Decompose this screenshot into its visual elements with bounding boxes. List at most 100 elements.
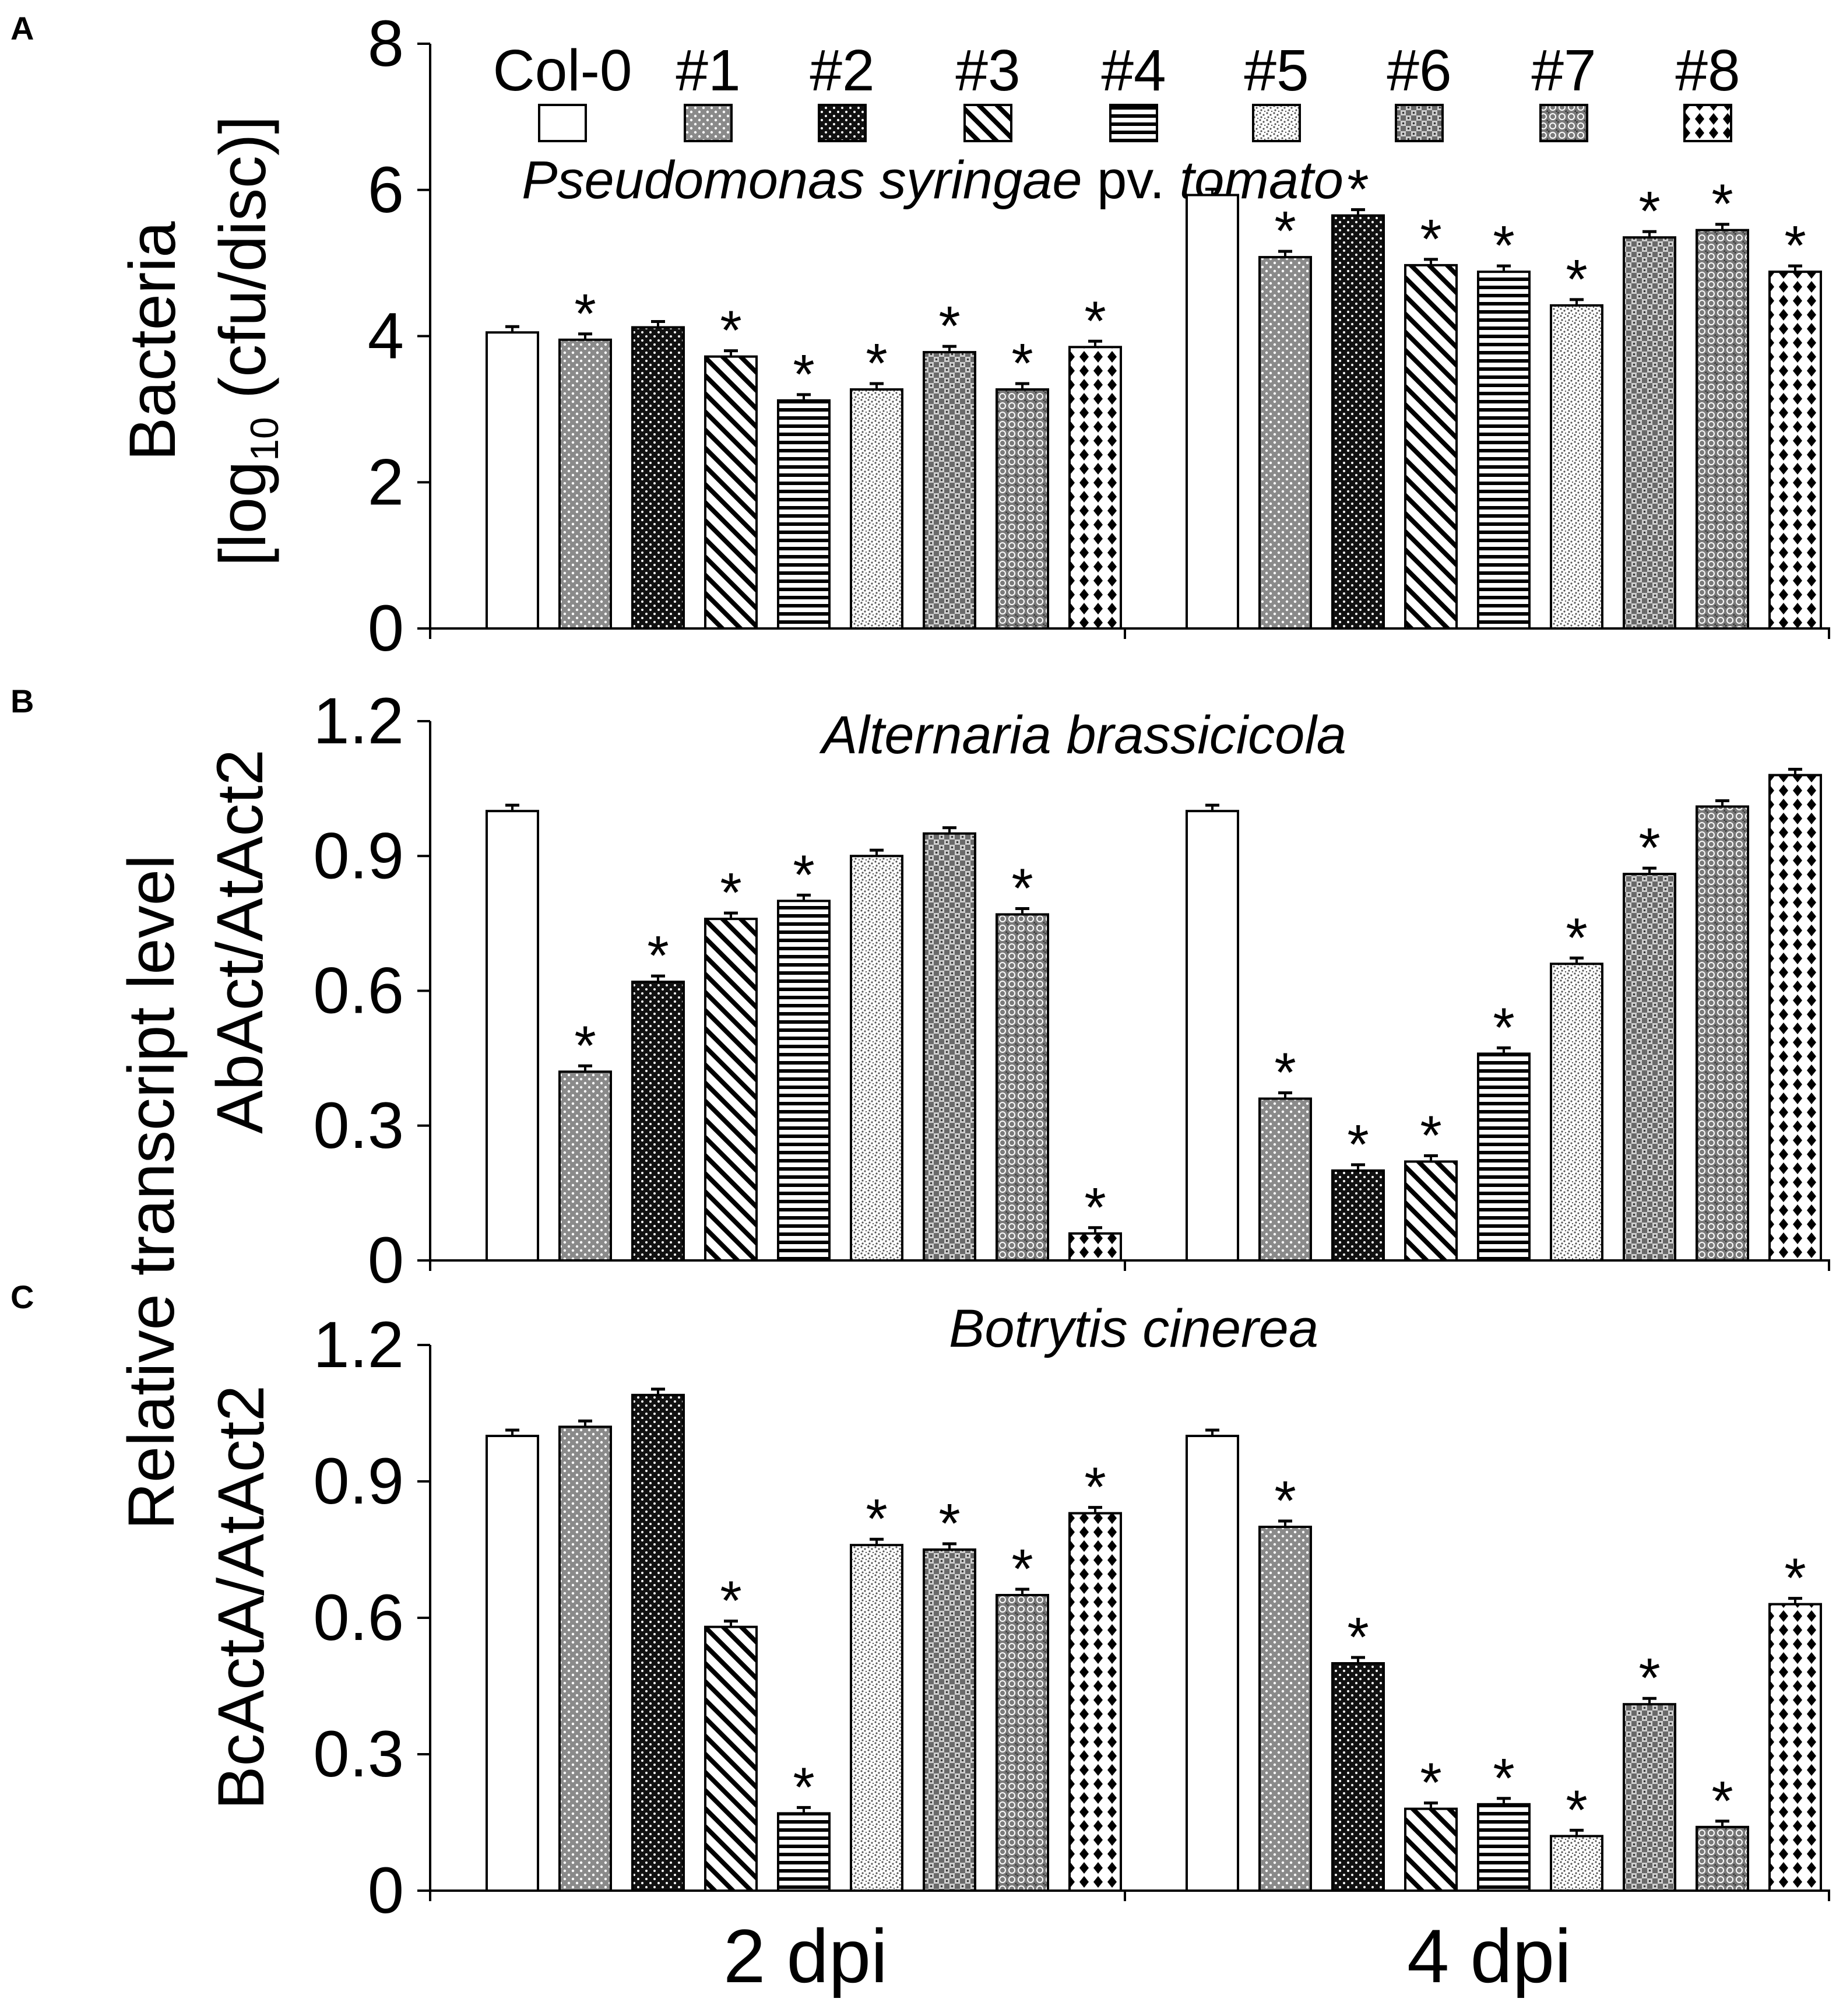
bar-b-Col-0-2dpi bbox=[486, 810, 539, 1262]
bar-b-line4-4dpi bbox=[1477, 1052, 1531, 1262]
legend-label-2: #2 bbox=[810, 38, 874, 103]
bar-c-line1-4dpi bbox=[1258, 1526, 1312, 1892]
significance-asterisk: * bbox=[1011, 857, 1033, 919]
legend-label-8: #8 bbox=[1675, 38, 1740, 103]
significance-asterisk: * bbox=[1566, 248, 1587, 311]
panel-c-ylabel: BcActA/AtAct2 bbox=[205, 1385, 277, 1810]
significance-asterisk: * bbox=[1566, 1779, 1587, 1841]
y-tick-label-1: 2 bbox=[368, 445, 404, 518]
bar-c-line2-2dpi bbox=[631, 1393, 685, 1892]
y-tick-label-4: 1.2 bbox=[313, 1308, 404, 1381]
bar-a-line7-2dpi bbox=[996, 388, 1049, 630]
bar-b-line6-4dpi bbox=[1623, 873, 1676, 1262]
significance-asterisk: * bbox=[1011, 1538, 1033, 1600]
y-tick-label-2: 4 bbox=[368, 300, 404, 373]
y-tick-label-3: 0.9 bbox=[313, 819, 404, 892]
panel-letter-b: B bbox=[10, 683, 34, 719]
bar-b-line8-4dpi bbox=[1768, 774, 1822, 1262]
legend-label-3: #3 bbox=[955, 38, 1020, 103]
significance-asterisk: * bbox=[1493, 996, 1514, 1059]
bar-c-line8-2dpi bbox=[1068, 1512, 1122, 1892]
bar-c-Col-0-4dpi bbox=[1186, 1435, 1239, 1892]
legend-swatch-0 bbox=[538, 104, 587, 142]
y-tick-label-2: 0.6 bbox=[313, 954, 404, 1027]
bar-c-line3-4dpi bbox=[1404, 1807, 1458, 1892]
significance-asterisk: * bbox=[1084, 1176, 1106, 1239]
significance-asterisk: * bbox=[574, 1014, 596, 1077]
bar-a-line2-4dpi bbox=[1331, 214, 1385, 630]
bar-b-Col-0-4dpi bbox=[1186, 810, 1239, 1262]
legend-swatch-3 bbox=[963, 104, 1012, 142]
legend-label-6: #6 bbox=[1387, 38, 1451, 103]
panel-c-bars: * * * * * * * * * * * * * * bbox=[486, 1388, 1822, 1892]
significance-asterisk: * bbox=[793, 343, 814, 406]
panel-letter-c: C bbox=[10, 1279, 34, 1315]
significance-asterisk: * bbox=[720, 862, 741, 924]
significance-asterisk: * bbox=[1638, 180, 1660, 243]
significance-asterisk: * bbox=[1420, 1752, 1441, 1814]
bar-a-line1-4dpi bbox=[1258, 256, 1312, 630]
bar-c-line8-4dpi bbox=[1768, 1603, 1822, 1892]
significance-asterisk: * bbox=[1493, 215, 1514, 277]
legend-label-0: Col-0 bbox=[493, 38, 632, 103]
bar-b-line5-2dpi bbox=[850, 855, 903, 1262]
panel-a-ylabel: Bacteria bbox=[116, 221, 189, 461]
bar-a-Col-0-2dpi bbox=[486, 331, 539, 630]
significance-asterisk: * bbox=[574, 283, 596, 345]
significance-asterisk: * bbox=[1711, 1770, 1733, 1832]
group-label-4dpi: 4 dpi bbox=[1407, 1913, 1571, 1999]
panel-a-ylabel-units-post: (cfu/disc)] bbox=[206, 116, 279, 417]
bar-a-line4-2dpi bbox=[777, 399, 831, 630]
legend-label-1: #1 bbox=[676, 38, 740, 103]
bar-c-line6-4dpi bbox=[1623, 1703, 1676, 1892]
legend-swatch-8 bbox=[1683, 104, 1732, 142]
y-tick-label-2: 0.6 bbox=[313, 1581, 404, 1654]
bar-c-line4-2dpi bbox=[777, 1812, 831, 1892]
significance-asterisk: * bbox=[1274, 1470, 1296, 1532]
panel-a-bars: * * * * * * * * * * * * * * * bbox=[486, 159, 1822, 630]
legend-label-5: #5 bbox=[1244, 38, 1309, 103]
y-tick-label-0: 0 bbox=[368, 1854, 404, 1927]
panel-a-ylabel-units: [log10 (cfu/disc)] bbox=[206, 116, 287, 567]
significance-asterisk: * bbox=[1420, 208, 1441, 271]
y-tick-label-3: 0.9 bbox=[313, 1445, 404, 1518]
significance-asterisk: * bbox=[1638, 817, 1660, 879]
y-tick-label-4: 8 bbox=[368, 7, 404, 80]
legend-swatch-4 bbox=[1109, 104, 1158, 142]
significance-asterisk: * bbox=[1638, 1647, 1660, 1709]
bar-c-line5-2dpi bbox=[850, 1544, 903, 1892]
bar-a-line8-4dpi bbox=[1768, 271, 1822, 630]
bar-b-line7-2dpi bbox=[996, 913, 1049, 1262]
bar-a-line4-4dpi bbox=[1477, 271, 1531, 630]
panel-a-ylabel-units-sub: 10 bbox=[242, 417, 287, 461]
legend: Col-0 #1 #2 #3 #4 #5 #6 #7 #8 bbox=[493, 38, 1740, 142]
bar-c-line4-4dpi bbox=[1477, 1803, 1531, 1892]
shared-ylabel: Relative transcript level bbox=[115, 855, 188, 1530]
y-tick-label-0: 0 bbox=[368, 592, 404, 665]
bar-b-line2-4dpi bbox=[1331, 1169, 1385, 1262]
legend-swatch-1 bbox=[684, 104, 733, 142]
significance-asterisk: * bbox=[1566, 907, 1587, 969]
group-label-2dpi: 2 dpi bbox=[723, 1913, 888, 1999]
panel-b-bars: * * * * * * * * * * * * bbox=[486, 768, 1822, 1262]
panel-c: Botrytis cinerea BcActA/AtAct2 0 0.3 0.6 0.… bbox=[205, 1299, 1830, 1927]
bar-c-line7-2dpi bbox=[996, 1594, 1049, 1892]
y-tick-label-1: 0.3 bbox=[313, 1089, 404, 1162]
bar-b-line1-2dpi bbox=[558, 1070, 612, 1262]
significance-asterisk: * bbox=[720, 300, 741, 362]
bar-a-line5-4dpi bbox=[1550, 304, 1603, 630]
panel-b-axes: 0 0.3 0.6 0.9 1.2 bbox=[313, 684, 1830, 1297]
significance-asterisk: * bbox=[647, 925, 669, 987]
significance-asterisk: * bbox=[1420, 1104, 1441, 1167]
significance-asterisk: * bbox=[938, 295, 960, 357]
significance-asterisk: * bbox=[938, 1492, 960, 1555]
bar-c-line5-4dpi bbox=[1550, 1835, 1603, 1892]
bar-b-line4-2dpi bbox=[777, 900, 831, 1262]
bar-c-line7-4dpi bbox=[1696, 1825, 1749, 1892]
bar-b-line3-2dpi bbox=[704, 918, 758, 1262]
panel-a-title: Pseudomonas syringae pv. tomato bbox=[522, 150, 1343, 210]
significance-asterisk: * bbox=[1347, 159, 1369, 221]
panel-a: Pseudomonas syringae pv. tomato Bacteria… bbox=[116, 7, 1830, 665]
panel-b-ylabel: AbAct/AtAct2 bbox=[203, 749, 276, 1134]
